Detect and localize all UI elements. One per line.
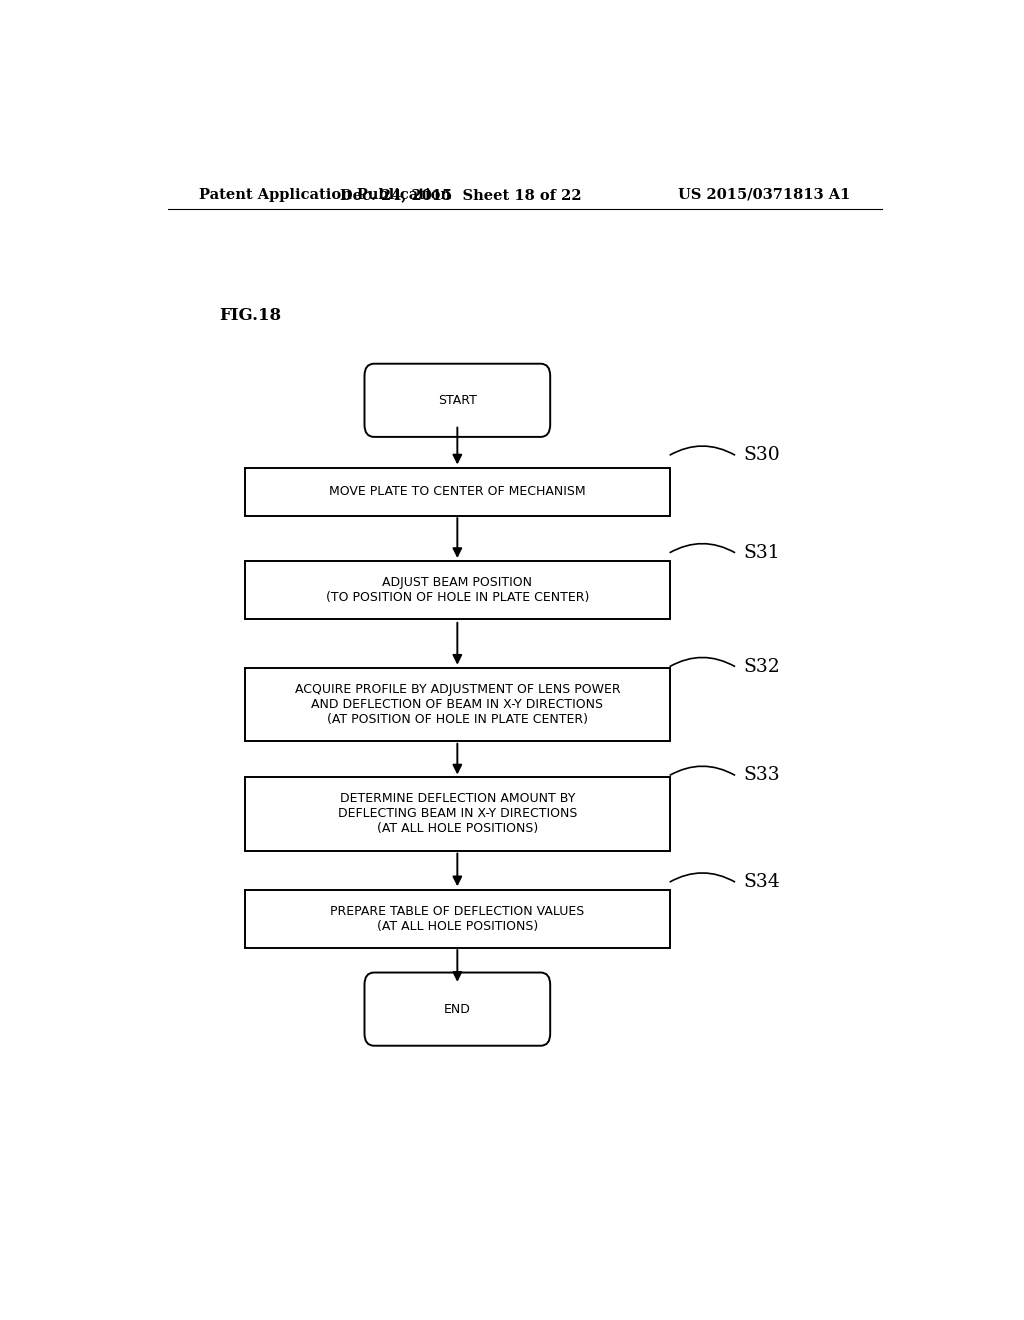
Text: S33: S33 xyxy=(743,767,779,784)
Text: S30: S30 xyxy=(743,446,780,465)
Bar xyxy=(245,777,670,850)
Text: END: END xyxy=(444,1003,471,1015)
Text: Dec. 24, 2015  Sheet 18 of 22: Dec. 24, 2015 Sheet 18 of 22 xyxy=(341,187,582,202)
Text: Patent Application Publication: Patent Application Publication xyxy=(200,187,452,202)
Bar xyxy=(245,467,670,516)
Text: MOVE PLATE TO CENTER OF MECHANISM: MOVE PLATE TO CENTER OF MECHANISM xyxy=(329,486,586,498)
Text: ACQUIRE PROFILE BY ADJUSTMENT OF LENS POWER
AND DEFLECTION OF BEAM IN X-Y DIRECT: ACQUIRE PROFILE BY ADJUSTMENT OF LENS PO… xyxy=(295,682,621,726)
Bar xyxy=(245,890,670,948)
Bar xyxy=(245,561,670,619)
Text: PREPARE TABLE OF DEFLECTION VALUES
(AT ALL HOLE POSITIONS): PREPARE TABLE OF DEFLECTION VALUES (AT A… xyxy=(330,904,585,933)
Text: S34: S34 xyxy=(743,873,780,891)
Text: ADJUST BEAM POSITION
(TO POSITION OF HOLE IN PLATE CENTER): ADJUST BEAM POSITION (TO POSITION OF HOL… xyxy=(326,577,589,605)
Text: DETERMINE DEFLECTION AMOUNT BY
DEFLECTING BEAM IN X-Y DIRECTIONS
(AT ALL HOLE PO: DETERMINE DEFLECTION AMOUNT BY DEFLECTIN… xyxy=(338,792,578,836)
Text: S31: S31 xyxy=(743,544,779,562)
Text: START: START xyxy=(438,393,477,407)
Text: S32: S32 xyxy=(743,657,780,676)
Text: US 2015/0371813 A1: US 2015/0371813 A1 xyxy=(678,187,850,202)
FancyBboxPatch shape xyxy=(365,973,550,1045)
Text: FIG.18: FIG.18 xyxy=(219,308,282,325)
Bar xyxy=(245,668,670,741)
FancyBboxPatch shape xyxy=(365,364,550,437)
